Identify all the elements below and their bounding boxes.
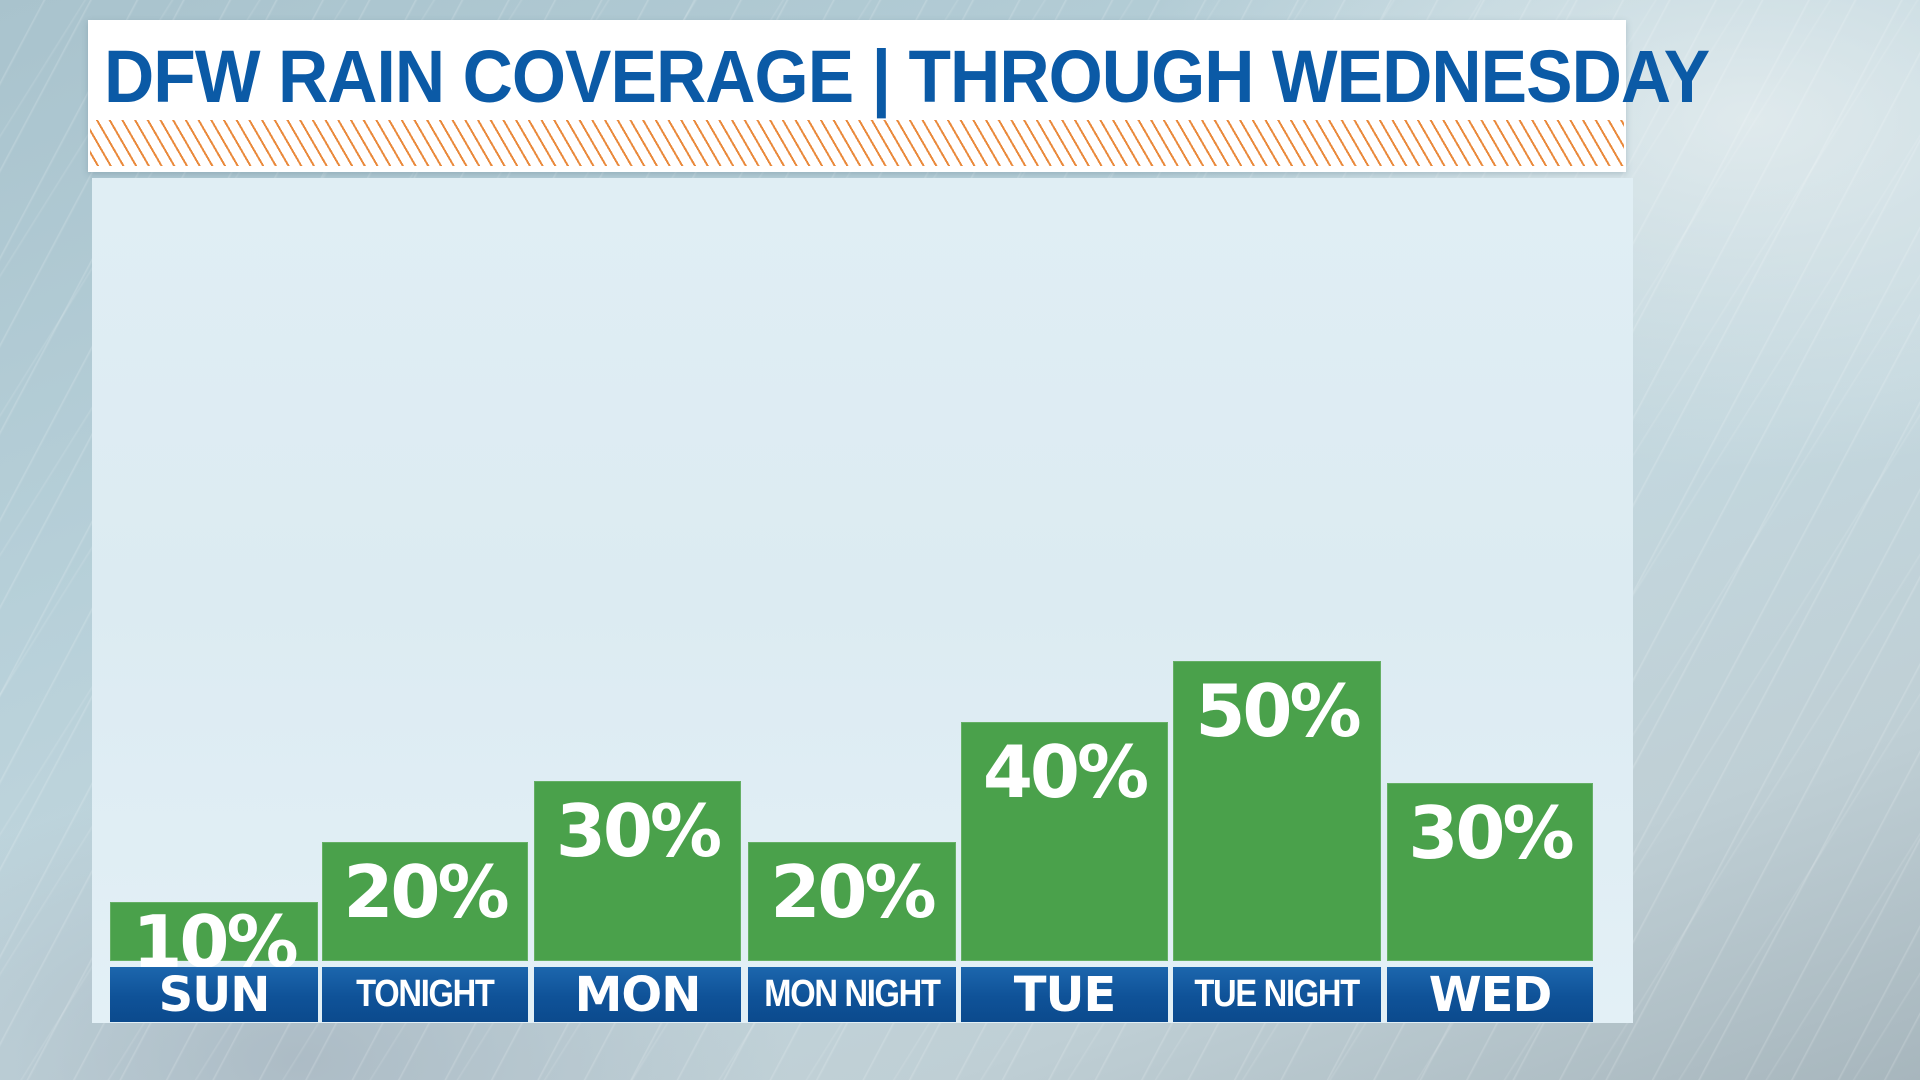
category-label-wed: WED	[1387, 967, 1593, 1022]
bar-tue-night: 50%	[1173, 661, 1381, 961]
chart-title: DFW RAIN COVERAGE | THROUGH WEDNESDAY	[104, 34, 1710, 118]
category-text: SUN	[158, 967, 271, 1022]
category-text: WED	[1428, 967, 1553, 1022]
category-label-tonight: TONIGHT	[322, 967, 528, 1022]
bar-mon: 30%	[534, 781, 741, 961]
orange-hatch-stripe	[90, 120, 1624, 166]
category-label-sun: SUN	[110, 967, 318, 1022]
bar-value: 40%	[982, 730, 1149, 814]
category-text: MON NIGHT	[764, 973, 941, 1015]
bar-mon-night: 20%	[748, 842, 956, 961]
category-label-tue: TUE	[961, 967, 1168, 1022]
category-text: MON	[574, 967, 702, 1022]
bar-sun: 10%	[110, 900, 318, 984]
bar-value: 30%	[555, 789, 722, 873]
category-label-mon: MON	[534, 967, 741, 1022]
category-text: TUE NIGHT	[1194, 973, 1361, 1015]
category-label-tue-night: TUE NIGHT	[1173, 967, 1381, 1022]
bar-value: 10%	[132, 900, 298, 984]
category-text: TONIGHT	[356, 973, 495, 1015]
bar-value: 50%	[1195, 669, 1361, 753]
bar-tonight: 20%	[322, 842, 528, 961]
bar-value: 20%	[343, 850, 509, 934]
bar-wed: 30%	[1387, 783, 1593, 961]
bar-value: 20%	[770, 850, 936, 934]
bar-tue: 40%	[961, 722, 1168, 961]
category-label-mon-night: MON NIGHT	[748, 967, 956, 1022]
bar-value: 30%	[1408, 791, 1574, 875]
title-card: DFW RAIN COVERAGE | THROUGH WEDNESDAY	[88, 20, 1710, 172]
category-text: TUE	[1013, 967, 1117, 1022]
